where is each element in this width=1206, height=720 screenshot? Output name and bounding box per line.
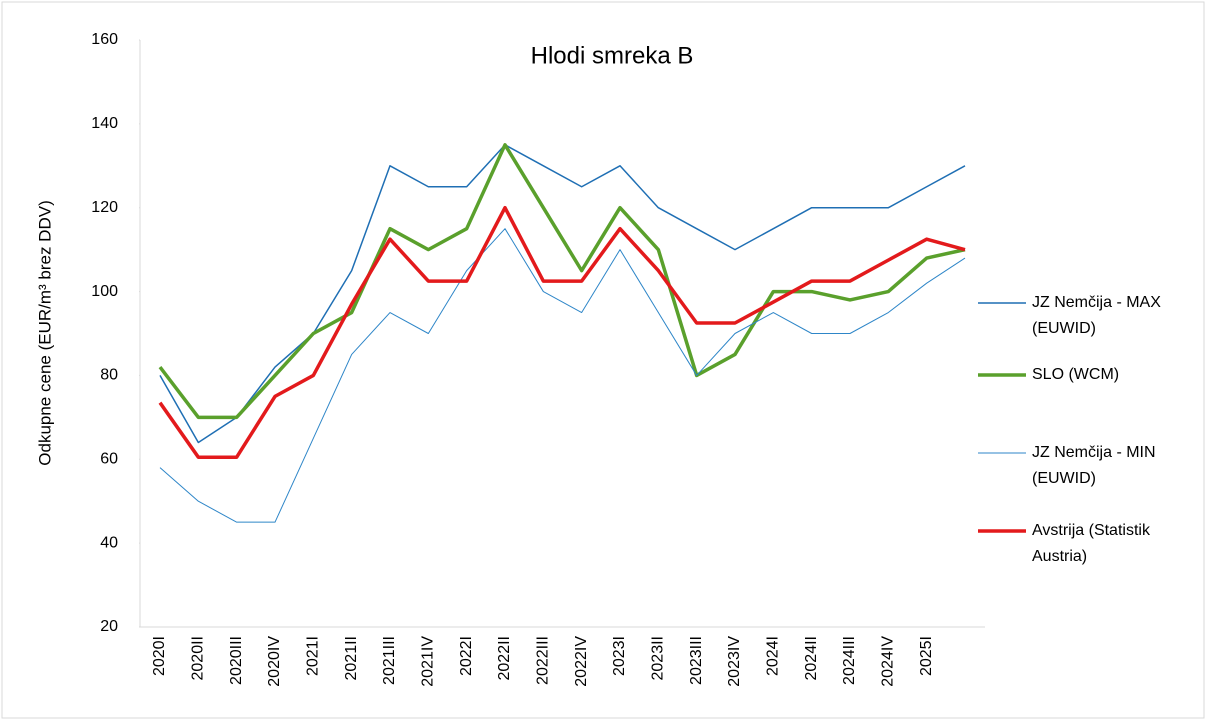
legend-label: JZ Nemčija - MIN (EUWID) bbox=[1032, 444, 1156, 487]
x-tick-label: 2021II bbox=[343, 636, 360, 680]
x-tick-label: 2025I bbox=[918, 636, 935, 676]
x-tick-label: 2021I bbox=[305, 636, 322, 676]
series-line bbox=[159, 144, 966, 444]
legend-label: JZ Nemčija - MAX (EUWID) bbox=[1032, 294, 1161, 337]
x-tick-label: 2021IV bbox=[420, 636, 437, 687]
chart-title: Hlodi smreka B bbox=[531, 42, 694, 69]
x-tick-label: 2024IV bbox=[880, 636, 897, 687]
legend-label: SLO (WCM) bbox=[1032, 366, 1120, 383]
x-tick-label: 2021III bbox=[381, 636, 398, 685]
series-line bbox=[158, 205, 966, 459]
x-tick-label: 2022II bbox=[496, 636, 513, 680]
x-tick-label: 2020I bbox=[151, 636, 168, 676]
y-tick-label: 140 bbox=[91, 115, 118, 132]
x-tick-label: 2024II bbox=[803, 636, 820, 680]
y-tick-label: 60 bbox=[100, 451, 118, 468]
series-line bbox=[159, 228, 966, 523]
y-tick-label: 120 bbox=[91, 199, 118, 216]
series-line bbox=[158, 143, 966, 420]
x-tick-label: 2024I bbox=[765, 636, 782, 676]
x-tick-label: 2020II bbox=[190, 636, 207, 680]
x-tick-label: 2020III bbox=[228, 636, 245, 685]
legend-label: Avstrija (Statistik Austria) bbox=[1032, 522, 1150, 565]
y-tick-label: 20 bbox=[100, 618, 118, 635]
x-tick-label: 2024III bbox=[841, 636, 858, 685]
x-tick-label: 2023II bbox=[650, 636, 667, 680]
x-tick-label: 2023III bbox=[688, 636, 705, 685]
y-axis-title: Odkupne cene (EUR/m³ brez DDV) bbox=[35, 200, 54, 465]
y-tick-label: 40 bbox=[100, 534, 118, 551]
x-tick-label: 2023IV bbox=[726, 636, 743, 687]
y-tick-label: 80 bbox=[100, 367, 118, 384]
x-tick-label: 2023I bbox=[611, 636, 628, 676]
y-tick-label: 100 bbox=[91, 283, 118, 300]
x-tick-label: 2022IV bbox=[573, 636, 590, 687]
x-tick-label: 2022I bbox=[458, 636, 475, 676]
y-tick-label: 160 bbox=[91, 31, 118, 48]
x-tick-label: 2022III bbox=[535, 636, 552, 685]
x-tick-label: 2020IV bbox=[266, 636, 283, 687]
